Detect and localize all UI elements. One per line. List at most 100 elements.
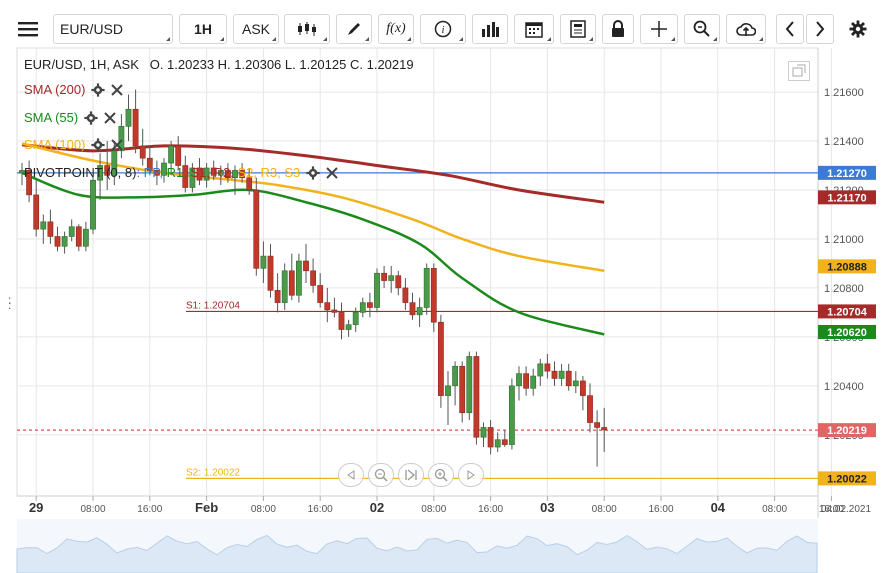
x-tick-label: 08:00 — [251, 504, 276, 515]
gear-icon[interactable] — [306, 165, 320, 180]
candle-body — [310, 270, 316, 286]
candle-body — [225, 170, 231, 179]
price-tag-bg — [818, 423, 876, 438]
indicator-sma-100[interactable]: SMA (100) — [24, 137, 124, 152]
candle-body — [551, 370, 558, 379]
x-tick-label: 08:00 — [80, 504, 105, 515]
price-tag-label: 1.20620 — [827, 327, 867, 339]
cloud-save-button[interactable] — [726, 14, 766, 44]
close-icon[interactable] — [111, 138, 124, 151]
calendar-button[interactable] — [514, 14, 554, 44]
zoom-button[interactable] — [684, 14, 720, 44]
pivot-part: R2, — [209, 165, 234, 180]
chevron-left-icon — [785, 21, 794, 37]
candle-body — [366, 302, 373, 308]
candle-body — [587, 395, 593, 423]
scroll-left-button[interactable] — [776, 14, 804, 44]
candle-body — [232, 170, 238, 179]
info-button[interactable]: i — [420, 14, 466, 44]
volume-button[interactable] — [472, 14, 508, 44]
draw-tools-button[interactable] — [336, 14, 372, 44]
x-tick-label: 16:00 — [308, 504, 333, 515]
candle-body — [26, 170, 32, 196]
zoom-out-button[interactable] — [368, 463, 394, 487]
gear-icon[interactable] — [91, 82, 106, 97]
bar-chart-icon — [482, 22, 499, 37]
candle-body — [516, 373, 522, 387]
symbol-text: EUR/USD — [60, 21, 124, 37]
indicator-sma-55[interactable]: SMA (55) — [24, 110, 116, 125]
symbol-selector[interactable]: EUR/USD — [53, 14, 173, 44]
crosshair-button[interactable] — [640, 14, 678, 44]
candle-body — [416, 307, 423, 316]
price-side-selector[interactable]: ASK — [233, 14, 279, 44]
chart-navigation — [338, 463, 484, 487]
chart-type-button[interactable] — [284, 14, 330, 44]
indicators-button[interactable]: f(x) — [378, 14, 414, 44]
hamburger-menu-button[interactable] — [14, 14, 42, 44]
news-button[interactable] — [560, 14, 596, 44]
candle-body — [409, 302, 416, 316]
candle-body — [338, 312, 345, 330]
legend-symbol: EUR/USD, 1H, ASK — [24, 57, 139, 72]
reset-view-button[interactable] — [398, 463, 424, 487]
candle-body — [47, 221, 54, 237]
candle-body — [68, 226, 75, 237]
pivot-label-s2: S2: 1.20022 — [186, 467, 240, 478]
candle-body — [139, 145, 146, 159]
candle-body — [111, 150, 118, 176]
info-icon: i — [434, 20, 452, 38]
candle-body — [295, 260, 302, 296]
navigator-area — [16, 534, 818, 573]
lock-button[interactable] — [602, 14, 634, 44]
pivot-label: PIVOTPOINT (0, 8) — [24, 165, 137, 180]
gear-icon[interactable] — [84, 110, 98, 125]
legend-high: H. 1.20306 — [217, 57, 282, 72]
calendar-icon — [525, 22, 543, 38]
candle-body — [459, 365, 466, 414]
info-glyph: i — [441, 24, 444, 36]
candle-body — [303, 260, 309, 272]
candle-body — [452, 365, 458, 387]
magnifier-icon — [693, 20, 710, 37]
candle-body — [203, 167, 210, 181]
x-tick-label: 08:00 — [762, 504, 787, 515]
candle-body — [395, 275, 402, 289]
candle-body — [572, 380, 579, 387]
crosshair-icon — [651, 21, 667, 37]
candle-body — [83, 228, 89, 247]
triangle-left-icon — [347, 470, 355, 480]
scroll-right-button[interactable] — [806, 14, 834, 44]
price-tag-label: 1.20888 — [827, 261, 867, 273]
price-tag-label: 1.21270 — [827, 168, 867, 180]
price-chart[interactable]: 1.216001.214001.212001.210001.208001.206… — [0, 46, 886, 573]
timeframe-selector[interactable]: 1H — [179, 14, 227, 44]
indicator-sma-200[interactable]: SMA (200) — [24, 82, 124, 97]
resize-handle[interactable]: :: — [8, 293, 12, 312]
candle-body — [437, 321, 444, 396]
zoom-in-button[interactable] — [428, 463, 454, 487]
price-tag-label: 1.21170 — [827, 192, 866, 204]
candle-body — [97, 165, 103, 181]
indicator-label: SMA (100) — [24, 137, 86, 152]
settings-button[interactable] — [844, 14, 872, 44]
expand-chart-button[interactable] — [788, 61, 810, 81]
x-tick-label: 08:00 — [592, 504, 617, 515]
hamburger-icon — [18, 22, 38, 37]
corner-date-label: 04.02.2021 — [821, 504, 871, 515]
candle-body — [182, 165, 189, 188]
pencil-icon — [348, 23, 360, 35]
close-icon[interactable] — [104, 111, 116, 124]
pan-right-button[interactable] — [458, 463, 484, 487]
gear-icon[interactable] — [91, 137, 106, 152]
candle-body — [210, 167, 217, 176]
candle-body — [565, 370, 572, 387]
sma-200-line — [21, 143, 605, 204]
pan-left-button[interactable] — [338, 463, 364, 487]
indicator-label: SMA (55) — [24, 110, 79, 125]
close-icon[interactable] — [326, 166, 338, 179]
close-icon[interactable] — [111, 83, 124, 96]
candle-body — [281, 270, 288, 303]
zoom-in-icon — [434, 468, 448, 482]
indicator-pivotpoint[interactable]: PIVOTPOINT (0, 8) : PP, R1, S1, R2, S2, … — [24, 165, 338, 180]
